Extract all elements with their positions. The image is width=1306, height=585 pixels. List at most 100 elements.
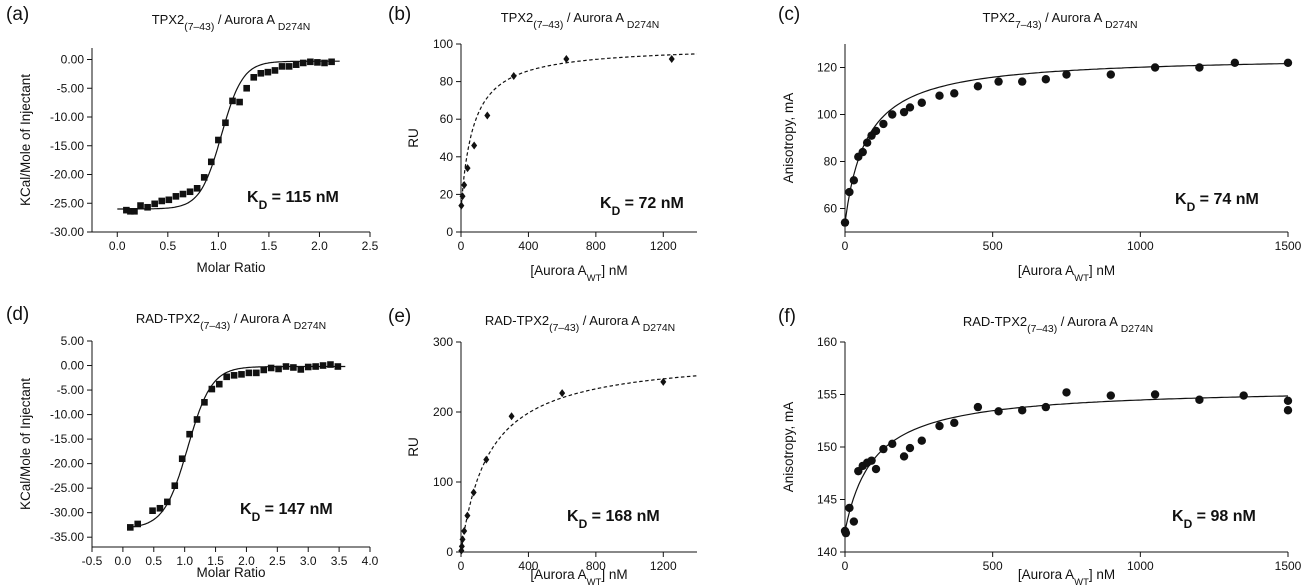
x-axis-label-xlabel_sub: WT bbox=[587, 273, 602, 284]
data-point bbox=[215, 380, 223, 388]
data-point bbox=[871, 464, 881, 474]
data-point bbox=[151, 200, 158, 208]
data-point bbox=[123, 206, 130, 214]
data-point bbox=[297, 366, 305, 373]
kd-annotation: KD = 147 nM bbox=[240, 501, 333, 524]
kd-annotation-annotation_main: K bbox=[1175, 191, 1187, 208]
data-point bbox=[1230, 58, 1240, 67]
data-point bbox=[312, 363, 319, 370]
chart-title-title_sub2: D274N bbox=[643, 323, 675, 334]
panel-c: (c) TPX27–43) / Aurora A D274N 0 500 1000 150… bbox=[778, 4, 1302, 284]
x-axis-label-xlabel_after: ] nM bbox=[1089, 263, 1115, 278]
y-tick-label: -30.00 bbox=[50, 225, 84, 239]
data-point bbox=[510, 71, 517, 80]
data-point bbox=[458, 542, 465, 551]
kd-annotation-annotation_main: K bbox=[600, 195, 612, 212]
x-tick-label: 2.0 bbox=[311, 239, 328, 253]
x-axis-label-xlabel_sub: WT bbox=[1074, 273, 1089, 284]
x-tick-label: 0 bbox=[842, 559, 849, 573]
x-tick-label: 800 bbox=[586, 559, 606, 573]
data-point bbox=[257, 70, 265, 77]
chart-title-title_sub2: D274N bbox=[278, 22, 310, 33]
fit-curve bbox=[117, 60, 340, 210]
chart-title-title_main: TPX2 bbox=[982, 10, 1015, 25]
data-point bbox=[459, 535, 466, 544]
chart-title: TPX2(7–43) / Aurora A D274N bbox=[152, 12, 311, 33]
chart-title-title_sub: (7–43) bbox=[200, 321, 230, 332]
y-tick-label: 80 bbox=[824, 155, 838, 169]
x-tick-label: 0.5 bbox=[159, 239, 176, 253]
data-point bbox=[158, 197, 166, 205]
data-point bbox=[888, 439, 897, 449]
data-point bbox=[879, 444, 888, 454]
y-tick-label: 20 bbox=[440, 187, 454, 201]
panel-f: (f) RAD-TPX2(7–43) / Aurora A D274N 0 500 10… bbox=[778, 306, 1302, 585]
kd-annotation-annotation_after: = 147 nM bbox=[260, 501, 332, 518]
data-point bbox=[172, 193, 180, 200]
data-point bbox=[304, 363, 312, 371]
data-point bbox=[668, 55, 675, 64]
data-point bbox=[950, 89, 959, 98]
data-point bbox=[267, 364, 275, 372]
chart-title: TPX27–43) / Aurora A D274N bbox=[982, 10, 1137, 31]
data-point bbox=[845, 187, 854, 197]
x-tick-label: 3.5 bbox=[331, 554, 348, 568]
x-tick-label: 1.5 bbox=[261, 239, 278, 253]
kd-annotation-annotation_sub: D bbox=[1187, 200, 1196, 214]
x-axis-label-xlabel_main: [Aurora A bbox=[530, 263, 586, 278]
y-tick-label: 100 bbox=[433, 37, 453, 51]
data-point bbox=[207, 158, 215, 166]
data-point bbox=[149, 507, 156, 515]
chart-title-title_after: / Aurora A bbox=[230, 311, 294, 326]
data-point bbox=[292, 61, 300, 68]
data-point bbox=[1150, 63, 1160, 72]
data-point bbox=[165, 196, 173, 204]
chart-title-title_after: / Aurora A bbox=[579, 313, 643, 328]
x-tick-label: 400 bbox=[518, 559, 538, 573]
data-point bbox=[238, 371, 245, 378]
x-axis-label: [Aurora AWT] nM bbox=[1018, 567, 1115, 585]
data-point bbox=[1195, 395, 1204, 404]
data-point bbox=[917, 436, 926, 445]
data-point bbox=[186, 188, 194, 196]
chart-title-title_sub2: D274N bbox=[294, 321, 326, 332]
data-point bbox=[1195, 63, 1204, 72]
y-tick-label: -10.00 bbox=[50, 110, 84, 124]
y-tick-label: -30.00 bbox=[50, 506, 84, 520]
y-tick-label: -20.00 bbox=[50, 168, 84, 182]
data-point bbox=[845, 503, 854, 513]
x-tick-label: 1500 bbox=[1275, 559, 1302, 573]
data-point bbox=[1018, 77, 1027, 86]
x-axis-label-xlabel_after: ] nM bbox=[601, 567, 627, 582]
y-tick-label: 80 bbox=[440, 75, 454, 89]
data-point bbox=[1283, 396, 1293, 405]
x-tick-label: 4.0 bbox=[362, 554, 379, 568]
kd-annotation-annotation_main: K bbox=[240, 501, 252, 518]
y-tick-label: -35.00 bbox=[50, 530, 84, 544]
y-axis-label: RU bbox=[406, 437, 421, 457]
data-point bbox=[1062, 388, 1071, 397]
y-tick-label: 160 bbox=[817, 335, 837, 349]
panel-label: (a) bbox=[6, 4, 29, 25]
data-point bbox=[131, 208, 138, 215]
data-point bbox=[193, 185, 201, 192]
data-point bbox=[319, 362, 327, 369]
data-point bbox=[253, 369, 260, 377]
x-tick-label: 0 bbox=[458, 559, 465, 573]
data-point bbox=[458, 201, 465, 210]
y-tick-label: -15.00 bbox=[50, 139, 84, 153]
panel-label: (f) bbox=[778, 306, 796, 327]
data-point bbox=[849, 176, 859, 185]
kd-annotation-annotation_sub: D bbox=[612, 204, 621, 218]
data-point bbox=[1106, 70, 1116, 79]
data-point bbox=[1150, 390, 1160, 399]
data-point bbox=[862, 138, 872, 147]
y-tick-label: 60 bbox=[824, 202, 838, 216]
kd-annotation: KD = 98 nM bbox=[1172, 508, 1256, 531]
data-point bbox=[849, 517, 859, 526]
panel-label: (b) bbox=[388, 4, 411, 25]
data-point bbox=[973, 402, 983, 412]
data-point bbox=[222, 119, 229, 127]
